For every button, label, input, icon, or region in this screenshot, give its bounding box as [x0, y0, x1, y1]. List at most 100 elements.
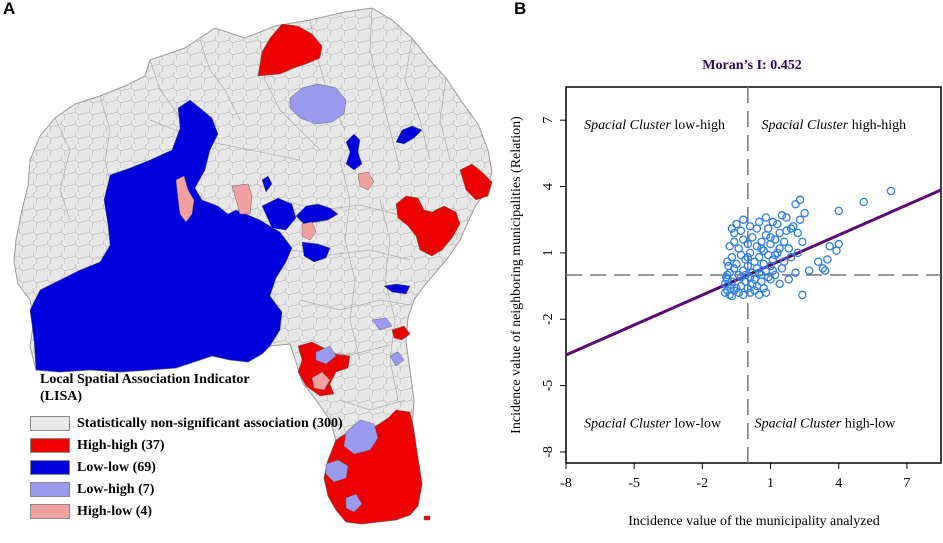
x-axis-label: Incidence value of the municipality anal… [628, 514, 880, 529]
data-point [832, 246, 841, 255]
data-point [766, 233, 775, 242]
data-point [773, 219, 782, 229]
data-point [720, 279, 730, 289]
data-point [754, 253, 764, 262]
data-point [754, 290, 764, 300]
data-point [750, 275, 759, 284]
data-point [734, 270, 743, 280]
data-point [764, 224, 773, 233]
data-point [800, 208, 809, 218]
data-point [789, 222, 798, 231]
data-point [786, 224, 796, 233]
data-point [727, 277, 737, 286]
cluster-patches [175, 23, 493, 525]
data-point [721, 272, 731, 282]
data-point [724, 261, 733, 271]
panel-label-a: A [3, 0, 16, 18]
data-point [759, 259, 768, 269]
legend-swatch-high-low [30, 504, 70, 519]
x-tick-label: 7 [903, 476, 910, 491]
data-point [766, 261, 775, 271]
data-point [773, 248, 782, 258]
data-point [752, 264, 762, 273]
y-tick-label: -8 [541, 446, 556, 458]
data-point [791, 268, 800, 278]
y-tick-label: -2 [541, 313, 556, 325]
legend-swatch-low-low [30, 460, 70, 475]
data-point [743, 261, 753, 271]
data-point [793, 228, 803, 238]
chart-title: Moran’s I: 0.452 [702, 58, 801, 73]
lisa-map [13, 7, 493, 525]
data-point [761, 230, 771, 240]
data-point [727, 224, 737, 233]
y-tick-label: -5 [541, 380, 556, 392]
data-point [723, 281, 732, 291]
data-point [725, 290, 734, 300]
data-point [729, 228, 739, 238]
legend-label-high-low: High-low (4) [77, 504, 153, 519]
data-point [798, 290, 807, 300]
data-point [795, 215, 805, 224]
data-point [761, 266, 771, 275]
data-point [764, 250, 773, 260]
data-point [775, 279, 784, 289]
low-low-region-west [29, 99, 339, 373]
data-point [741, 270, 750, 280]
data-point [782, 226, 791, 236]
legend-swatch-low-high [30, 482, 70, 497]
x-tick-label: 1 [767, 476, 774, 491]
data-point [734, 288, 743, 297]
data-point [752, 224, 762, 233]
data-point [757, 277, 766, 286]
data-point [743, 253, 753, 262]
quadrant-label-top-left: Spacial Cluster low-high [584, 118, 725, 133]
data-point [745, 222, 755, 231]
data-point [791, 199, 800, 209]
data-point [764, 272, 773, 282]
data-point [820, 266, 830, 275]
quadrant-label-bottom-left: Spacial Cluster low-low [584, 417, 722, 432]
data-point [743, 284, 753, 293]
data-point [725, 268, 734, 278]
data-point [727, 253, 737, 262]
legend-swatch-high-high [30, 438, 70, 453]
data-point [757, 237, 766, 247]
x-tick-label: -5 [628, 476, 640, 491]
data-point [736, 272, 746, 282]
data-point [779, 237, 789, 247]
data-point [770, 270, 780, 280]
data-point [793, 248, 803, 258]
data-point [823, 255, 832, 264]
data-point [784, 244, 793, 253]
data-point [754, 268, 764, 278]
data-point [739, 215, 748, 224]
y-tick-label: 7 [541, 117, 556, 124]
data-point [761, 213, 771, 222]
plot-frame [565, 86, 942, 464]
quadrant-label-bottom-right: Spacial Cluster high-low [755, 417, 897, 432]
data-point [859, 197, 868, 207]
data-point [818, 264, 828, 273]
data-point [736, 226, 746, 236]
data-point [795, 195, 805, 205]
data-point [777, 211, 787, 220]
data-point [798, 237, 807, 247]
y-tick-label: 1 [541, 249, 556, 256]
data-point [748, 279, 757, 289]
data-point [768, 266, 778, 275]
data-point [739, 235, 748, 244]
data-point [766, 275, 775, 284]
legend-label-low-low: Low-low (69) [77, 460, 156, 475]
data-point [770, 250, 780, 260]
x-tick-label: -2 [697, 476, 709, 491]
data-point [741, 277, 750, 286]
data-point [825, 241, 834, 251]
data-point [759, 246, 768, 255]
legend-label-low-high: Low-high (7) [77, 482, 155, 497]
data-point [761, 288, 771, 297]
panel-label-b: B [514, 0, 527, 18]
data-point [723, 270, 732, 280]
data-point [775, 244, 784, 253]
data-point [732, 284, 741, 293]
